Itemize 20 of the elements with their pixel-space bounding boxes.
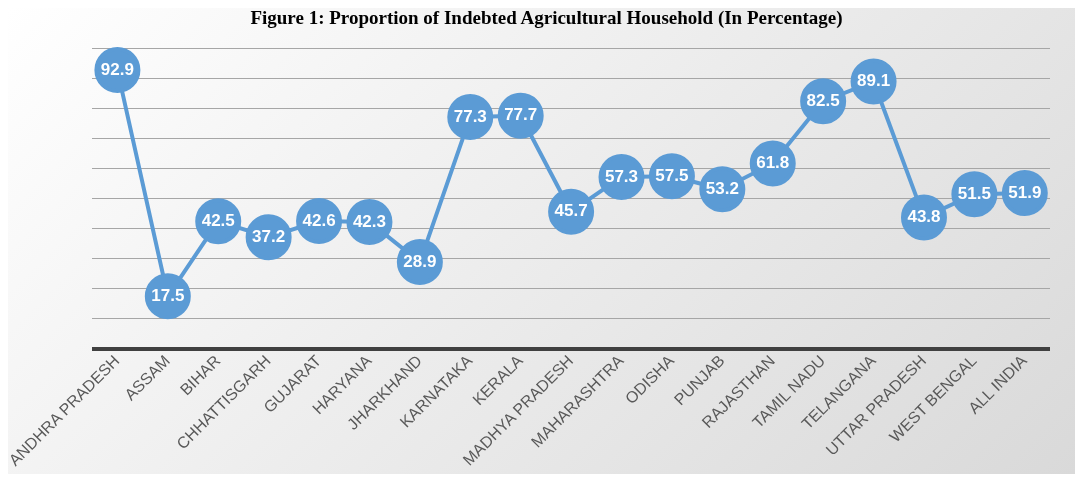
data-label: 82.5 (806, 90, 840, 110)
chart-title: Figure 1: Proportion of Indebted Agricultural Household (In Percentage) (250, 7, 843, 30)
data-label: 51.5 (957, 183, 991, 203)
data-label: 42.5 (201, 210, 235, 230)
data-label: 61.8 (756, 153, 790, 173)
data-label: 57.5 (655, 165, 689, 185)
data-label: 51.9 (1008, 182, 1042, 202)
data-label: 42.6 (302, 210, 336, 230)
data-label: 92.9 (100, 59, 134, 79)
data-label: 77.3 (453, 106, 487, 126)
data-label: 57.3 (604, 166, 639, 186)
data-label: 37.2 (252, 226, 286, 246)
data-label: 17.5 (151, 286, 185, 305)
data-label: 28.9 (403, 251, 437, 271)
data-label: 77.7 (504, 105, 538, 125)
data-label: 53.2 (705, 178, 739, 198)
data-label: 42.3 (352, 211, 386, 231)
data-label: 43.8 (907, 207, 941, 227)
data-label: 89.1 (857, 71, 891, 91)
data-label: 45.7 (554, 201, 588, 221)
